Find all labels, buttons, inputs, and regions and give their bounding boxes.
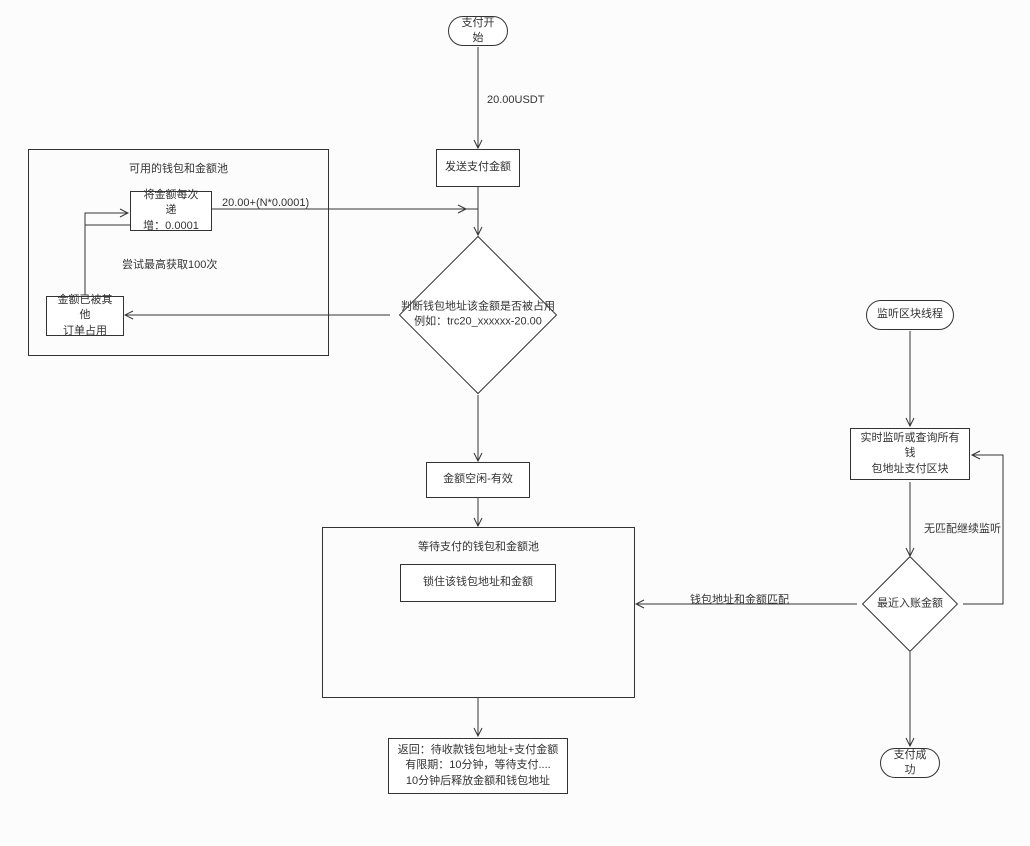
node-return-l1: 返回：待收款钱包地址+支付金额 xyxy=(398,743,558,758)
flow-edges xyxy=(0,0,1030,846)
node-monitor-l2: 包地址支付区块 xyxy=(859,462,961,477)
node-decision: 判断钱包地址该金额是否被占用 例如：trc20_xxxxxx-20.00 xyxy=(422,259,534,371)
node-start-label: 支付开始 xyxy=(457,16,499,47)
node-recent-decision: 最近入账金额 xyxy=(876,570,944,638)
node-increment-l1: 将金额每次递 xyxy=(139,188,203,219)
node-listen-start-label: 监听区块线程 xyxy=(877,307,943,322)
node-return-l3: 10分钟后释放金额和钱包地址 xyxy=(398,774,558,789)
node-success-label: 支付成功 xyxy=(889,748,931,779)
group-waiting-pool: 等待支付的钱包和金额池 xyxy=(322,527,635,698)
node-occupied-l1: 金额已被其他 xyxy=(55,293,115,324)
edge-label-retry: 尝试最高获取100次 xyxy=(122,256,217,272)
node-decision-l1: 判断钱包地址该金额是否被占用 xyxy=(400,300,557,315)
node-start: 支付开始 xyxy=(448,16,508,46)
node-return-l2: 有限期：10分钟，等待支付.... xyxy=(398,758,558,773)
node-success: 支付成功 xyxy=(880,748,940,778)
node-occupied: 金额已被其他 订单占用 xyxy=(46,296,124,336)
node-increment: 将金额每次递 增：0.0001 xyxy=(130,191,212,231)
node-increment-l2: 增：0.0001 xyxy=(139,219,203,234)
edge-label-usdt: 20.00USDT xyxy=(487,94,544,106)
group-available-pool-title: 可用的钱包和金额池 xyxy=(29,160,328,176)
edge-label-formula: 20.00+(N*0.0001) xyxy=(222,197,309,209)
node-lock-label: 锁住该钱包地址和金额 xyxy=(423,575,533,590)
node-send-amount-label: 发送支付金额 xyxy=(445,160,511,175)
node-return: 返回：待收款钱包地址+支付金额 有限期：10分钟，等待支付.... 10分钟后释… xyxy=(388,738,568,794)
node-occupied-l2: 订单占用 xyxy=(55,324,115,339)
group-waiting-pool-title: 等待支付的钱包和金额池 xyxy=(323,538,634,554)
node-decision-l2: 例如：trc20_xxxxxx-20.00 xyxy=(400,315,557,330)
node-lock: 锁住该钱包地址和金额 xyxy=(400,564,556,602)
edge-label-nomatch: 无匹配继续监听 xyxy=(924,520,1001,536)
edge-label-match: 钱包地址和金额匹配 xyxy=(690,591,789,607)
node-listen-start: 监听区块线程 xyxy=(866,300,954,330)
node-monitor: 实时监听或查询所有钱 包地址支付区块 xyxy=(850,428,970,480)
node-recent-decision-label: 最近入账金额 xyxy=(877,597,943,609)
node-monitor-l1: 实时监听或查询所有钱 xyxy=(859,431,961,462)
node-send-amount: 发送支付金额 xyxy=(436,149,520,187)
node-idle-label: 金额空闲-有效 xyxy=(443,472,513,487)
node-idle: 金额空闲-有效 xyxy=(426,462,530,498)
